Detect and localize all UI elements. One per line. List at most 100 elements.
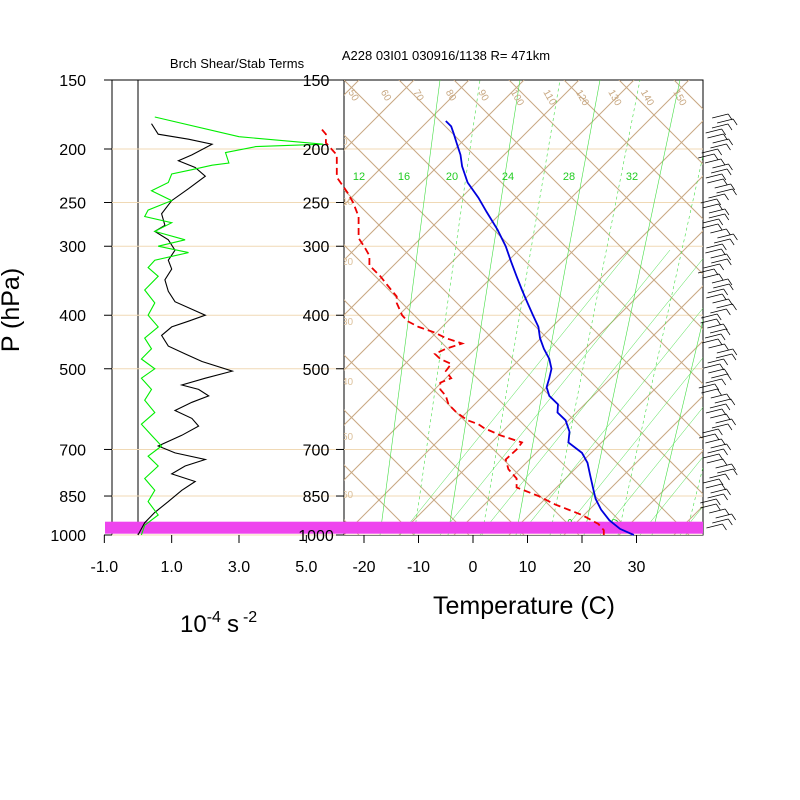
wind-barb [701,148,718,154]
isotherm-line [344,80,525,261]
wind-barb [707,133,724,139]
adiabat-line [0,80,194,535]
right-x-tick-label: 30 [628,559,646,576]
wind-barb [712,138,729,144]
wind-barb [711,123,729,129]
wind-barb [716,188,733,194]
wind-barb [704,158,722,164]
wind-barb [702,273,720,279]
wind-barb-flag [731,463,736,471]
isotherm-line [673,505,703,535]
axis-ticks [103,79,637,543]
wind-barb [712,163,729,169]
wind-barb-flag [722,458,728,466]
wind-barb-flag [724,213,730,221]
wind-barb [714,183,731,189]
wind-barb-flag [721,173,727,181]
adiabat-line [344,354,525,535]
left-y-tick-label: 150 [59,73,86,90]
left-y-tick-label: 300 [59,239,86,256]
wind-barb [709,403,726,409]
wind-barb-flag [721,293,727,301]
adiabat-line [398,80,703,385]
wind-barb [701,223,719,229]
theta-label: 20 [342,257,354,268]
right-y-tick-label: 250 [303,196,330,213]
wind-barb-flag [733,233,738,241]
wind-barb [713,283,730,289]
wind-barb [706,293,723,299]
left-chart-title: Brch Shear/Stab Terms [170,56,305,71]
isotherm-line [618,450,703,535]
wind-barb [710,143,727,149]
wind-barb [706,523,723,529]
wind-barb-flag [723,448,728,456]
adiabat-line [344,409,470,535]
left-x-tick-label: 1.0 [161,559,183,576]
wind-barb-flag [726,308,731,316]
adiabat-line [784,80,800,535]
wind-barb [716,348,733,354]
wind-barb-flag [726,488,731,496]
adiabat-line [0,80,249,535]
theta-label: 50 [342,432,354,443]
wind-barb-flag [715,498,721,506]
mixing-ratio-line [617,154,703,535]
wind-barb-flag [723,358,728,366]
adiabat-line [344,244,635,535]
wind-barb-flag [731,513,736,521]
wind-barb [700,498,717,504]
wind-barb-flag [726,258,732,266]
wind-barb-flag [726,228,731,236]
right-y-tick-label: 200 [303,142,330,159]
wind-barb-flag [727,373,732,381]
wind-barb [710,488,727,494]
left-y-tick-label: 400 [59,308,86,325]
theta-label: 60 [342,490,354,501]
mixing-ratio-line [379,80,441,535]
mixing-ratio-curve [519,307,703,535]
dewpoint-series-line [319,127,605,535]
wind-barb-flag [714,383,720,391]
mixing-ratio-line [413,80,481,535]
mixing-ratio-curve [479,258,703,535]
wind-barb [711,373,728,379]
adiabat-line [563,80,703,220]
adiabat-line [729,80,800,535]
wind-barb [710,253,727,259]
left-x-tick-label: -1.0 [91,559,119,576]
stability-series-line [140,116,324,536]
wind-barb [703,478,720,484]
wind-barb-flag [724,343,729,351]
wind-barb-flag [730,183,736,191]
wind-barb [715,513,732,519]
left-pressure-grid [112,148,344,536]
wind-barb-flag [725,328,731,336]
wind-barb [701,388,718,394]
mixing-ratio-line [515,80,601,535]
adiabat-line [508,80,703,275]
left-y-tick-label: 250 [59,196,86,213]
wind-barb-flag [723,133,728,141]
left-x-tick-label: 3.0 [228,559,250,576]
wind-barb [699,433,716,439]
wind-barb-flag [723,323,728,331]
mixing-ratio-line [651,318,703,535]
wind-barb-flag [728,138,733,146]
right-x-tick-label: 20 [573,559,591,576]
wind-barb-flag [717,388,722,396]
theta-label: 40 [342,377,354,388]
wind-barb [702,218,719,224]
wind-barb-flag [718,273,724,281]
right-y-tick-label: 700 [303,442,330,459]
wind-barb-flag [730,398,736,406]
wind-barb [709,508,726,514]
theta-label: 0 [342,137,348,148]
wind-barb-flag [732,118,738,126]
wind-barb-flag [728,283,734,291]
wind-barb [711,258,728,264]
right-x-tick-label: -10 [407,559,430,576]
wind-barb-flag [715,503,721,511]
wind-barb-flag [728,163,733,171]
